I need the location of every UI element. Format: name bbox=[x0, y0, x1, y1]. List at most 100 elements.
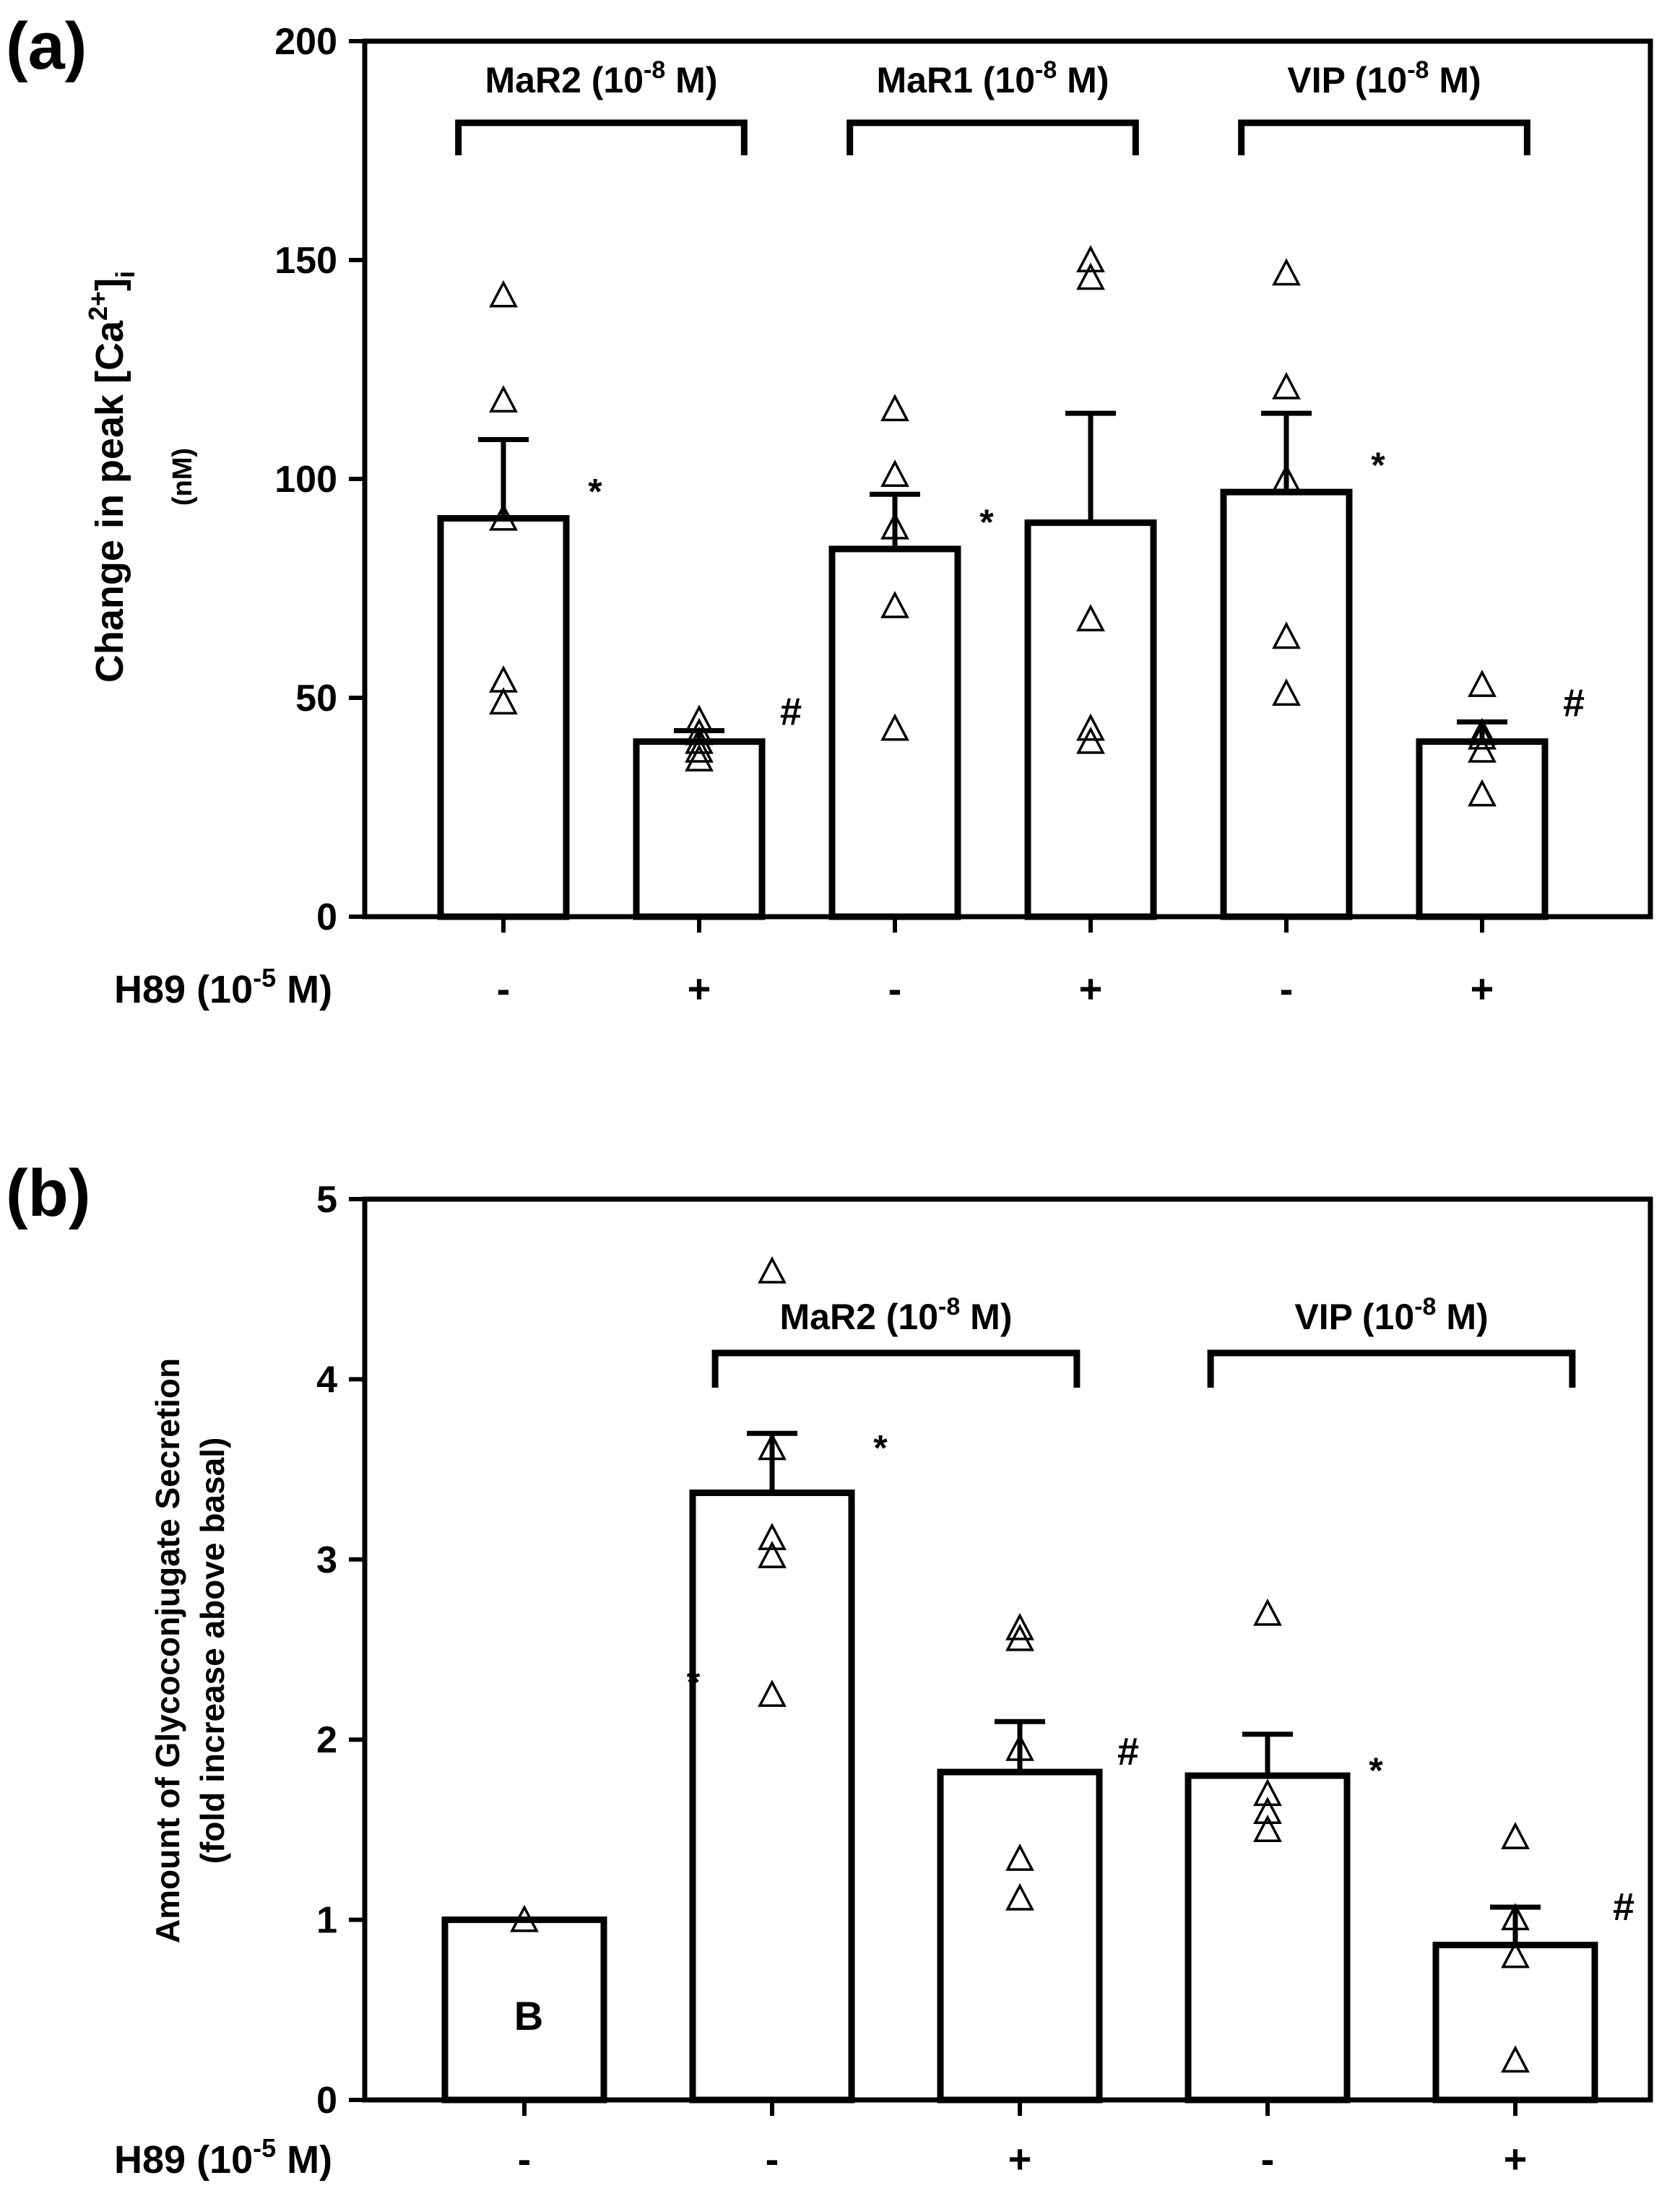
data-point bbox=[1468, 779, 1497, 807]
y-tick-label: 5 bbox=[316, 1179, 337, 1221]
group-bracket bbox=[711, 1349, 1081, 1388]
significance-asterisk: * bbox=[873, 1428, 888, 1469]
data-point bbox=[1005, 1612, 1034, 1640]
data-point bbox=[1253, 1797, 1282, 1825]
significance-asterisk: * bbox=[1369, 1750, 1383, 1791]
data-point bbox=[758, 1256, 787, 1284]
data-point bbox=[880, 511, 909, 540]
panel-a-bars: * - # + * - + * - # + bbox=[437, 245, 1585, 1011]
bar bbox=[437, 515, 570, 920]
h89-row-symbol: - bbox=[766, 2136, 779, 2182]
panel-b-label: (b) bbox=[6, 1157, 90, 1230]
panel-a-h89-row-label: H89 (10-5 M) bbox=[114, 963, 332, 1011]
data-point bbox=[1076, 713, 1105, 741]
data-point bbox=[1272, 678, 1301, 706]
panel-a-y-axis-title: Change in peak [Ca2+]i bbox=[83, 271, 140, 683]
group-label: VIP (10-8 M) bbox=[1287, 56, 1481, 100]
panel-a-y-axis-unit: (nM) bbox=[168, 448, 198, 506]
data-point bbox=[1501, 1822, 1530, 1849]
h89-row-symbol: - bbox=[1280, 966, 1294, 1011]
data-point bbox=[1076, 604, 1105, 631]
data-point bbox=[685, 735, 714, 763]
data-point bbox=[489, 503, 518, 531]
y-tick-label: 100 bbox=[274, 459, 337, 501]
y-tick-label: 0 bbox=[316, 2080, 337, 2122]
y-tick-label: 0 bbox=[316, 896, 337, 938]
data-point bbox=[1253, 1778, 1282, 1807]
data-point bbox=[880, 459, 909, 487]
data-point bbox=[1468, 670, 1497, 697]
data-point bbox=[880, 394, 909, 422]
panel-b-y-axis: 0 1 2 3 4 5 bbox=[316, 1179, 365, 2122]
group-label: MaR2 (10-8 M) bbox=[485, 56, 718, 100]
panel-a-group-brackets: MaR2 (10-8 M) MaR1 (10-8 M) VIP (10-8 M) bbox=[455, 56, 1530, 155]
h89-row-symbol: - bbox=[1261, 2136, 1275, 2182]
data-point bbox=[685, 744, 714, 771]
data-point bbox=[489, 687, 518, 715]
h89-row-symbol: + bbox=[1008, 2136, 1032, 2182]
data-point bbox=[1005, 1623, 1034, 1651]
bar bbox=[633, 738, 766, 920]
significance-hash: # bbox=[1563, 681, 1585, 725]
h89-row-symbol: + bbox=[688, 966, 711, 1011]
data-point bbox=[685, 717, 714, 745]
panel-b-chart: (b) 0 1 2 3 4 5 Amount of Glycoconjugate Secr… bbox=[6, 1157, 1653, 2182]
h89-row-symbol: - bbox=[518, 2136, 532, 2182]
bar bbox=[1416, 738, 1549, 920]
panel-b-bars: - * - # + * - # + bbox=[441, 1256, 1634, 2182]
group-label: MaR1 (10-8 M) bbox=[877, 56, 1109, 100]
significance-hash: # bbox=[1613, 1885, 1634, 1929]
panel-b-basal-label: B bbox=[514, 1993, 543, 2039]
data-point bbox=[1468, 735, 1497, 763]
data-point bbox=[758, 1541, 787, 1568]
y-tick-label: 1 bbox=[316, 1900, 337, 1942]
data-point bbox=[1076, 245, 1105, 273]
group-bracket bbox=[1238, 119, 1530, 155]
data-point bbox=[1253, 1598, 1282, 1626]
group-bracket bbox=[1207, 1349, 1576, 1388]
h89-row-symbol: + bbox=[1471, 966, 1494, 1011]
data-point bbox=[758, 1523, 787, 1550]
significance-asterisk: * bbox=[979, 502, 994, 542]
data-point bbox=[489, 280, 518, 308]
panel-b-h89-row-label: H89 (10-5 M) bbox=[114, 2133, 332, 2182]
data-point bbox=[1005, 1733, 1034, 1761]
data-point bbox=[1501, 1940, 1530, 1968]
y-tick-label: 200 bbox=[274, 21, 337, 63]
data-point bbox=[758, 1680, 787, 1707]
data-point bbox=[685, 726, 714, 754]
h89-row-symbol: - bbox=[888, 966, 902, 1011]
significance-asterisk: * bbox=[588, 472, 602, 512]
panel-a-label: (a) bbox=[6, 9, 87, 83]
significance-hash: # bbox=[780, 690, 802, 733]
data-point bbox=[1272, 258, 1301, 286]
data-point bbox=[1005, 1882, 1034, 1911]
data-point bbox=[1076, 726, 1105, 754]
panel-b-stray-asterisk: * bbox=[687, 1664, 701, 1702]
y-tick-label: 50 bbox=[295, 678, 337, 719]
data-point bbox=[1272, 621, 1301, 649]
data-point bbox=[489, 385, 518, 412]
data-point bbox=[1076, 262, 1105, 290]
y-tick-label: 3 bbox=[316, 1539, 337, 1581]
data-point bbox=[1468, 717, 1497, 745]
y-tick-label: 2 bbox=[316, 1719, 337, 1761]
bar bbox=[1024, 519, 1157, 920]
group-bracket bbox=[847, 119, 1139, 155]
data-point bbox=[758, 1432, 787, 1461]
significance-asterisk: * bbox=[1371, 445, 1385, 485]
group-bracket bbox=[455, 119, 748, 155]
h89-row-symbol: - bbox=[497, 966, 511, 1011]
panel-a-y-axis: 0 50 100 150 200 bbox=[274, 21, 365, 938]
panel-b-y-axis-title: Amount of Glycoconjugate Secretion bbox=[149, 1358, 186, 1943]
bar bbox=[937, 1768, 1103, 2104]
bar bbox=[1185, 1772, 1351, 2104]
panel-b-group-brackets: MaR2 (10-8 M) VIP (10-8 M) bbox=[711, 1293, 1576, 1388]
group-label: MaR2 (10-8 M) bbox=[780, 1293, 1013, 1337]
h89-row-symbol: + bbox=[1504, 2136, 1528, 2182]
data-point bbox=[1501, 1903, 1530, 1931]
group-label: VIP (10-8 M) bbox=[1294, 1293, 1488, 1337]
bar bbox=[441, 1916, 607, 2104]
